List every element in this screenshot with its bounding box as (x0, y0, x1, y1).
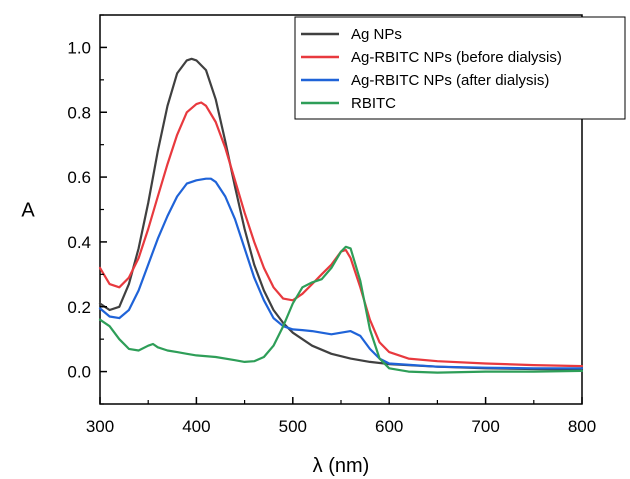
x-tick-label: 300 (86, 417, 114, 436)
y-tick-label: 0.4 (67, 233, 91, 252)
series-line-1 (98, 57, 584, 371)
x-tick-label: 500 (279, 417, 307, 436)
x-tick-label: 600 (375, 417, 403, 436)
legend-label-4: RBITC (351, 95, 396, 112)
x-axis-title: λ (nm) (313, 455, 370, 477)
x-tick-label: 400 (182, 417, 210, 436)
y-tick-label: 0.6 (67, 168, 91, 187)
y-tick-label: 1.0 (67, 38, 91, 57)
legend: Ag NPs Ag-RBITC NPs (before dialysis) Ag-R… (294, 16, 626, 120)
y-axis-title: A (21, 200, 35, 222)
y-tick-label: 0.0 (67, 363, 91, 382)
y-tick-label: 0.2 (67, 298, 91, 317)
x-tick-label: 700 (471, 417, 499, 436)
x-tick-label: 800 (568, 417, 596, 436)
legend-label-1: Ag NPs (351, 26, 402, 43)
legend-box (294, 16, 626, 120)
legend-label-2: Ag-RBITC NPs (before dialysis) (351, 49, 562, 66)
series-layer (98, 57, 584, 374)
series-line-3 (98, 177, 584, 370)
legend-label-3: Ag-RBITC NPs (after dialysis) (351, 72, 549, 89)
series-line-2 (98, 101, 584, 368)
y-tick-label: 0.8 (67, 103, 91, 122)
series-line-4 (98, 245, 584, 374)
axes-layer: 300 400 500 600 700 800 0.0 0.2 0.4 0.6 0.8 1.0 (67, 14, 596, 436)
